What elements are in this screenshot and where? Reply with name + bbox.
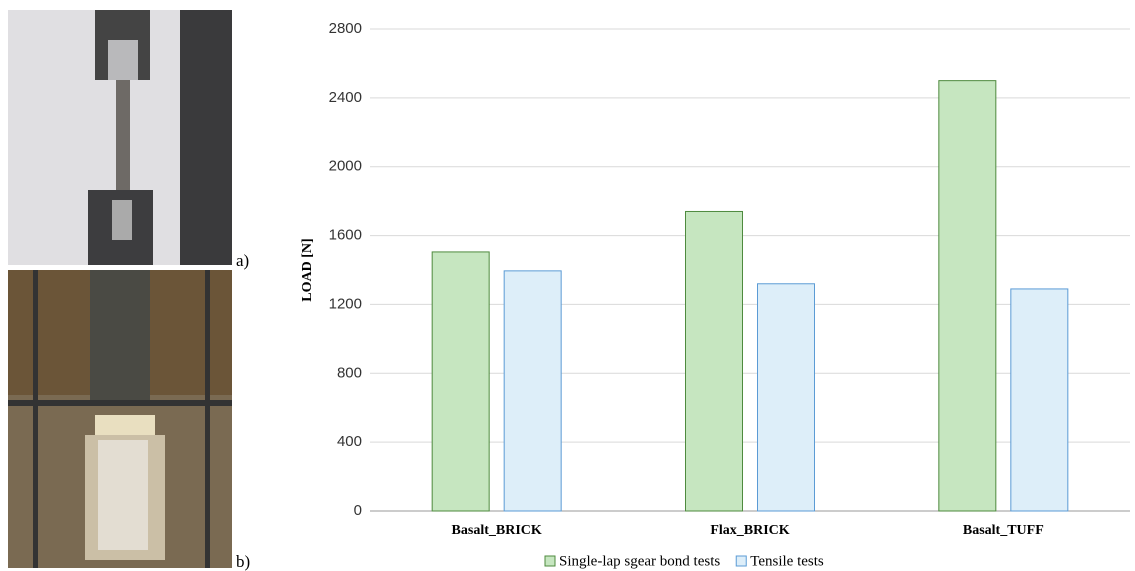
x-tick-label: Flax_BRICK <box>710 523 789 538</box>
panel-label: b) <box>236 552 250 571</box>
y-tick-label: 2400 <box>329 89 362 106</box>
photo-a <box>8 10 232 265</box>
bar <box>686 211 743 511</box>
bar <box>504 271 561 511</box>
y-tick-label: 400 <box>337 433 362 450</box>
legend-swatch <box>736 556 746 566</box>
bar <box>758 284 815 511</box>
legend-swatch <box>545 556 555 566</box>
y-axis-label: LOAD [N] <box>300 238 315 301</box>
figure: a) b) LOAD [N] 0 400 800 1200 1600 2000 2400 28… <box>0 0 1135 571</box>
y-tick-label: 800 <box>337 364 362 381</box>
x-tick-label: Basalt_BRICK <box>452 523 542 538</box>
y-tick-label: 1600 <box>329 227 362 244</box>
panel-label: a) <box>236 251 249 270</box>
y-tick-label: 2000 <box>329 158 362 175</box>
bar <box>1011 289 1068 511</box>
x-tick-label: Basalt_TUFF <box>963 523 1044 538</box>
y-tick-label: 0 <box>354 502 362 519</box>
legend-label: Tensile tests <box>750 553 824 569</box>
legend-label: Single-lap sgear bond tests <box>559 553 720 569</box>
bar <box>939 81 996 511</box>
y-tick-label: 2800 <box>329 20 362 37</box>
y-tick-label: 1200 <box>329 295 362 312</box>
bar <box>432 252 489 511</box>
photo-b <box>8 270 232 568</box>
